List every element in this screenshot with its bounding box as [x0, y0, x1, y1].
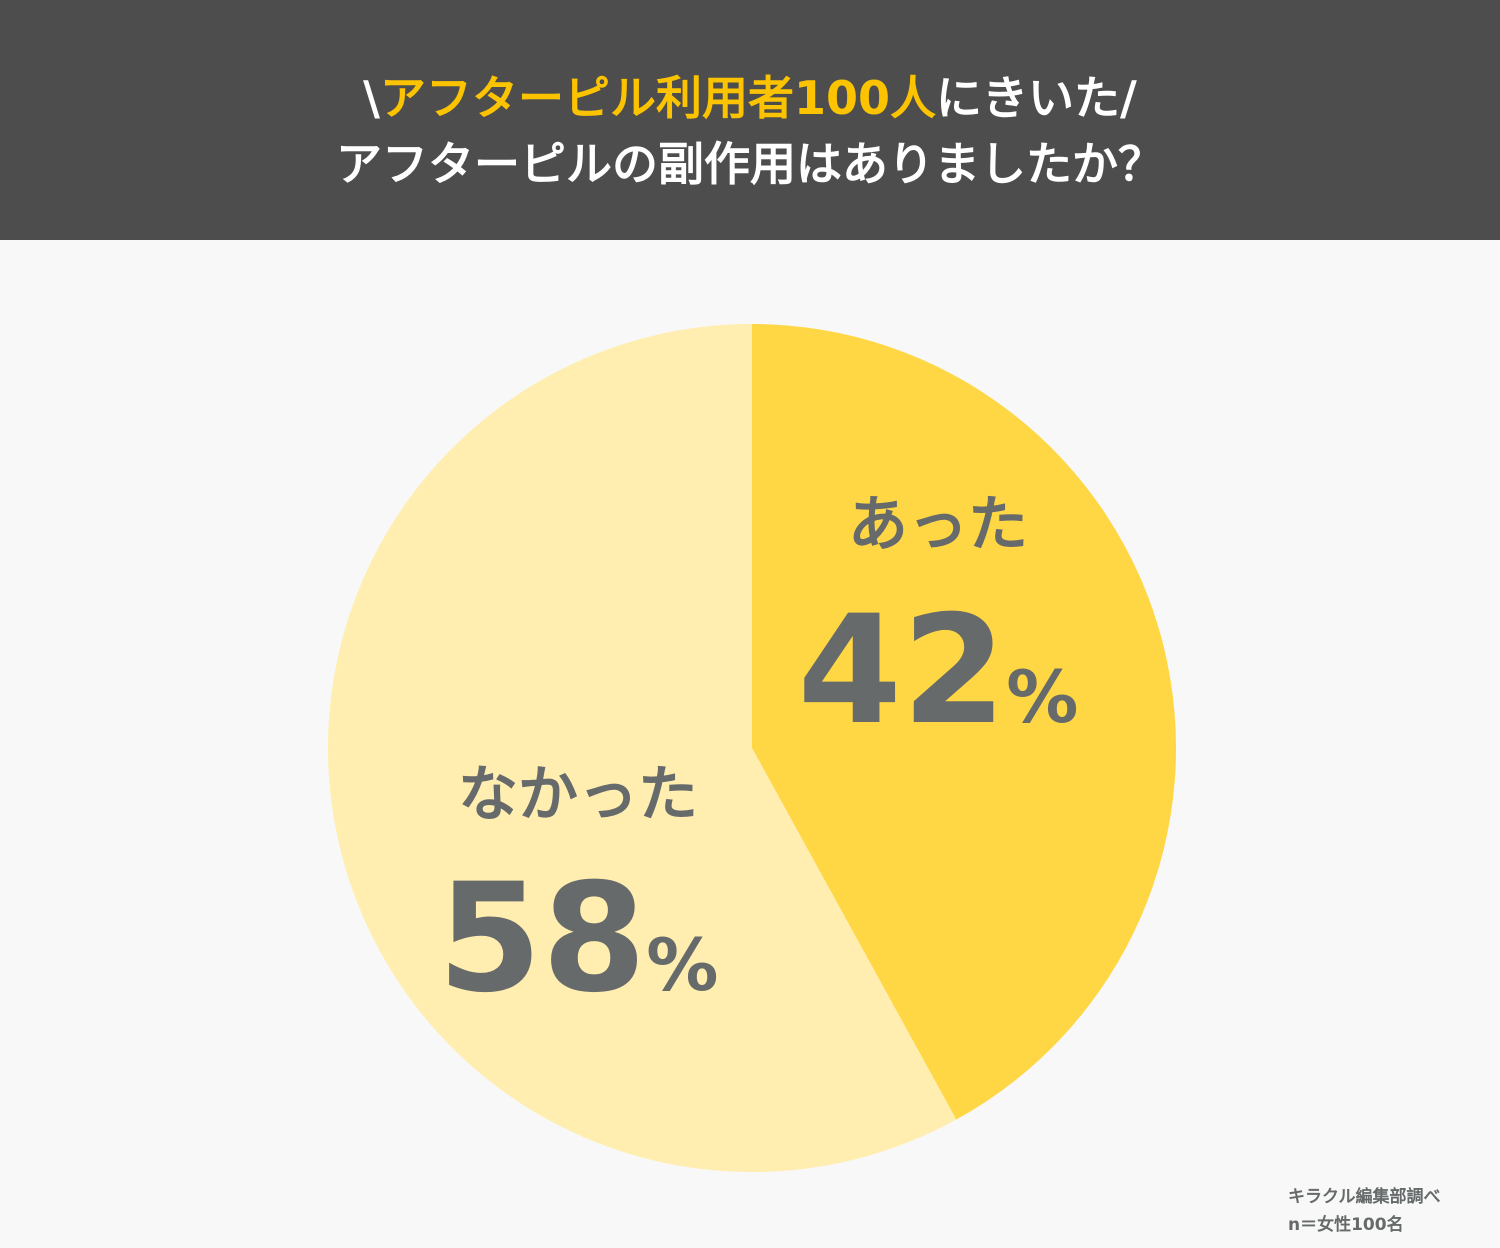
title-suffix: にきいた/: [936, 71, 1137, 125]
title-highlight: アフターピル利用者100人: [379, 71, 937, 125]
slice-label: なかった: [458, 760, 698, 830]
title-banner: \アフターピル利用者100人にきいた/ アフターピルの副作用はありましたか？: [0, 0, 1500, 240]
slice-value: 58%: [438, 852, 719, 1026]
sample-note: n＝女性100名: [1288, 1215, 1404, 1235]
source-note: キラクル編集部調べ: [1288, 1187, 1441, 1207]
title-line-2: アフターピルの副作用はありましたか？: [336, 137, 1164, 191]
title-line-1: \アフターピル利用者100人にきいた/: [0, 62, 1500, 128]
title-prefix: \: [363, 71, 380, 125]
slice-label: あった: [848, 490, 1028, 560]
pie-slice-2: [328, 323, 957, 1172]
pie-slice-1: [752, 324, 1177, 1120]
slice-value: 42%: [798, 584, 1079, 758]
